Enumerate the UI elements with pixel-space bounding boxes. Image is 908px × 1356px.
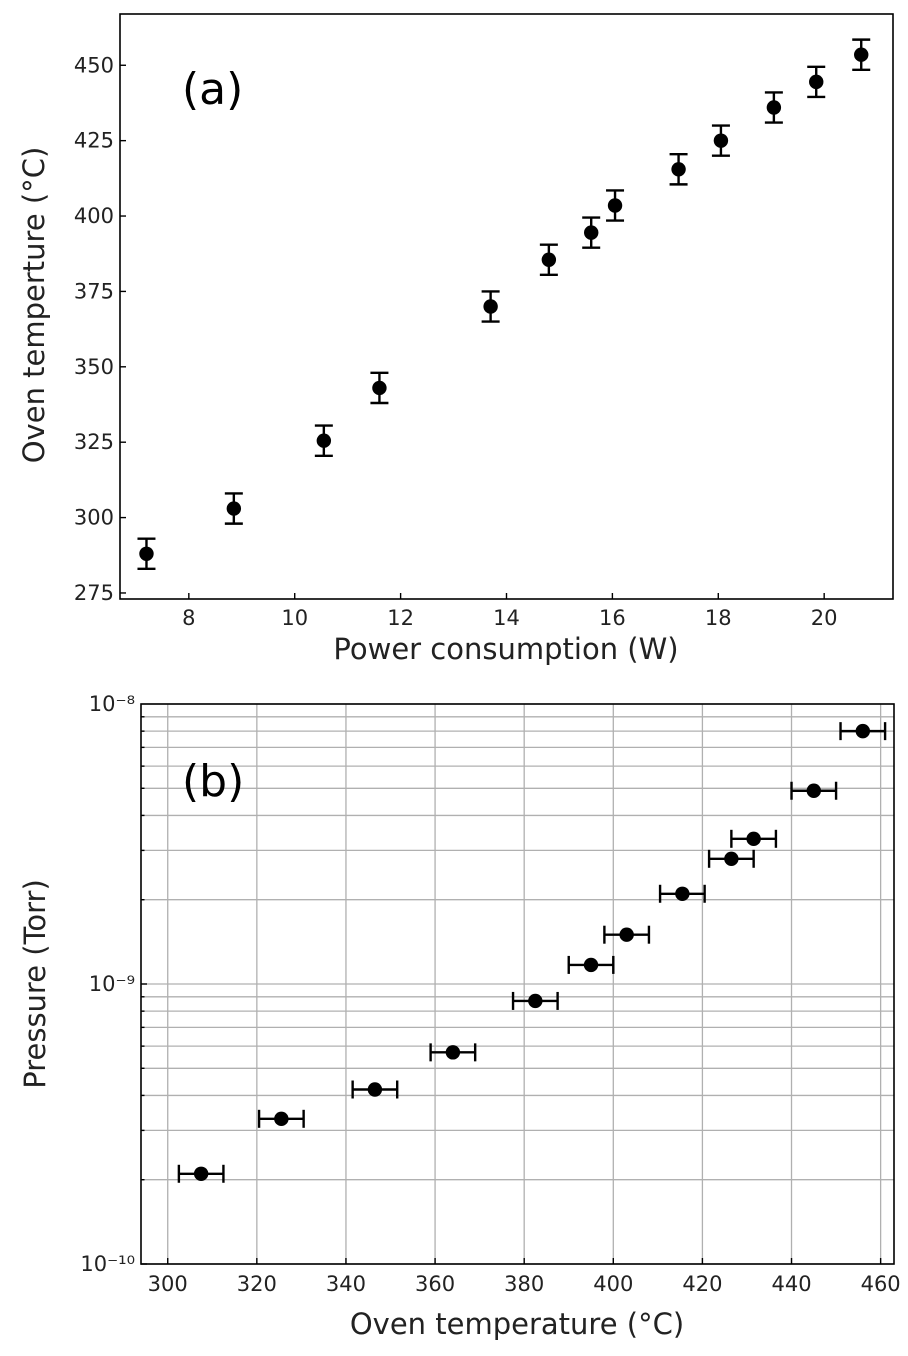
b-x-tick-label: 320 bbox=[237, 1272, 277, 1296]
a-data-point bbox=[766, 100, 782, 115]
panel-a-x-axis-title: Power consumption (W) bbox=[333, 632, 678, 666]
a-x-tick-label: 12 bbox=[387, 606, 414, 630]
b-data-point bbox=[746, 831, 761, 847]
a-x-tick-label: 18 bbox=[705, 606, 732, 630]
a-y-tick-label: 350 bbox=[74, 355, 114, 379]
a-data-point bbox=[584, 225, 599, 240]
panel-b-tick-labels: 300 320 340 360 380 400 420 440 460 10⁻¹⁰ 10⁻⁹ 10⁻⁸ bbox=[80, 692, 900, 1296]
a-y-tick-label: 325 bbox=[74, 430, 114, 454]
b-data-point bbox=[583, 957, 599, 973]
a-y-tick-label: 450 bbox=[74, 53, 114, 77]
panel-b-x-axis-title: Oven temperature (°C) bbox=[350, 1307, 684, 1341]
b-data-point bbox=[806, 783, 821, 798]
b-data-point bbox=[855, 723, 871, 739]
a-data-point bbox=[316, 433, 332, 448]
a-data-point bbox=[809, 74, 824, 90]
panel-b-ticks bbox=[141, 716, 882, 1265]
b-data-point bbox=[274, 1111, 289, 1127]
b-data-point bbox=[367, 1082, 383, 1097]
a-data-point bbox=[139, 546, 154, 561]
b-x-tick-label: 380 bbox=[504, 1272, 544, 1296]
panel-b-points bbox=[193, 723, 871, 1181]
a-x-tick-label: 10 bbox=[281, 606, 308, 630]
b-y-tick-label: 10⁻⁹ bbox=[89, 972, 135, 996]
b-x-tick-label: 420 bbox=[682, 1272, 722, 1296]
panel-a-ticks bbox=[120, 64, 825, 599]
a-data-point bbox=[541, 252, 557, 267]
b-x-tick-label: 400 bbox=[593, 1272, 633, 1296]
a-data-point bbox=[607, 198, 623, 213]
a-y-tick-label: 400 bbox=[74, 204, 114, 228]
a-y-tick-label: 300 bbox=[74, 506, 114, 530]
b-x-tick-label: 460 bbox=[861, 1272, 901, 1296]
a-data-point bbox=[372, 380, 387, 396]
panel-a-tick-labels: 8 10 12 14 16 18 20 275 300 325 350 375 400 425 450 bbox=[74, 53, 838, 630]
a-x-tick-label: 16 bbox=[599, 606, 626, 630]
b-y-tick-label: 10⁻⁸ bbox=[89, 692, 135, 716]
b-data-point bbox=[528, 993, 543, 1009]
a-y-tick-label: 425 bbox=[74, 129, 114, 153]
panel-b-y-axis-title: Pressure (Torr) bbox=[18, 879, 52, 1089]
panel-a-chart: 8 10 12 14 16 18 20 275 300 325 350 375 400 425 450 (a… bbox=[17, 13, 894, 666]
b-x-tick-label: 360 bbox=[415, 1272, 455, 1296]
b-data-point bbox=[675, 886, 690, 901]
b-data-point bbox=[445, 1045, 461, 1060]
a-y-tick-label: 275 bbox=[74, 581, 114, 605]
a-data-point bbox=[671, 162, 686, 177]
panel-b-error-bars bbox=[177, 722, 887, 1183]
panel-a-y-axis-title: Oven temperture (°C) bbox=[17, 147, 51, 464]
panel-a-points bbox=[139, 47, 869, 561]
panel-b-grid bbox=[141, 703, 894, 1265]
panel-b-label: (b) bbox=[182, 756, 244, 807]
a-x-tick-label: 14 bbox=[493, 606, 520, 630]
b-data-point bbox=[193, 1166, 209, 1181]
b-y-tick-label: 10⁻¹⁰ bbox=[80, 1252, 135, 1276]
b-x-tick-label: 300 bbox=[148, 1272, 188, 1296]
panel-b-chart: 300 320 340 360 380 400 420 440 460 10⁻¹⁰ 10⁻⁹ 10⁻⁸… bbox=[18, 692, 901, 1341]
a-x-tick-label: 8 bbox=[182, 606, 195, 630]
a-data-point bbox=[483, 299, 498, 314]
a-y-tick-label: 375 bbox=[74, 279, 114, 303]
b-x-tick-label: 340 bbox=[326, 1272, 366, 1296]
b-data-point bbox=[619, 927, 634, 942]
panel-a-label: (a) bbox=[182, 64, 243, 115]
a-data-point bbox=[854, 47, 869, 62]
b-data-point bbox=[724, 851, 739, 866]
a-data-point bbox=[226, 501, 242, 516]
a-data-point bbox=[713, 133, 729, 148]
a-x-tick-label: 20 bbox=[811, 606, 838, 630]
panel-a-error-bars bbox=[137, 38, 871, 571]
b-x-tick-label: 440 bbox=[771, 1272, 811, 1296]
